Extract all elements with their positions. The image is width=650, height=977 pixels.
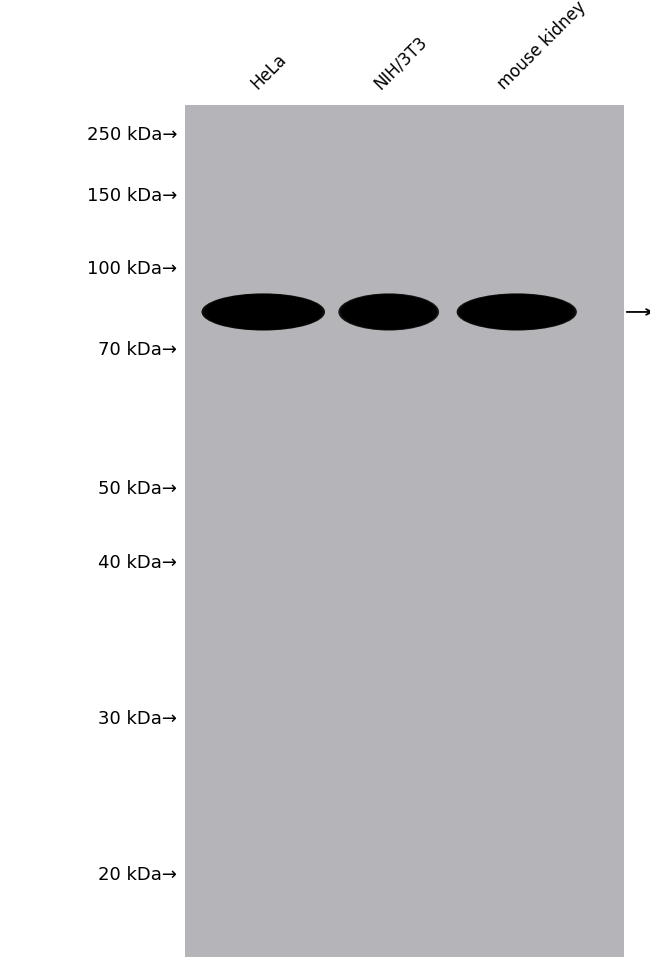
Text: 20 kDa→: 20 kDa→ bbox=[98, 866, 177, 883]
Ellipse shape bbox=[487, 303, 547, 322]
Text: mouse kidney: mouse kidney bbox=[494, 0, 590, 93]
Ellipse shape bbox=[355, 300, 422, 325]
Ellipse shape bbox=[348, 298, 429, 327]
Ellipse shape bbox=[370, 306, 407, 319]
Ellipse shape bbox=[367, 305, 411, 320]
Ellipse shape bbox=[233, 303, 294, 322]
Ellipse shape bbox=[358, 302, 419, 323]
Ellipse shape bbox=[342, 295, 436, 330]
Text: NIH/3T3: NIH/3T3 bbox=[370, 33, 431, 93]
Ellipse shape bbox=[456, 294, 577, 331]
Text: 100 kDa→: 100 kDa→ bbox=[87, 260, 177, 277]
Ellipse shape bbox=[203, 295, 323, 330]
Ellipse shape bbox=[240, 306, 286, 319]
Ellipse shape bbox=[471, 298, 563, 327]
Ellipse shape bbox=[374, 307, 404, 319]
Ellipse shape bbox=[220, 300, 307, 325]
Ellipse shape bbox=[467, 297, 567, 328]
Ellipse shape bbox=[362, 303, 415, 322]
Ellipse shape bbox=[230, 303, 296, 322]
Ellipse shape bbox=[461, 295, 573, 330]
Ellipse shape bbox=[237, 305, 290, 320]
Ellipse shape bbox=[207, 296, 318, 329]
Ellipse shape bbox=[491, 305, 543, 320]
Ellipse shape bbox=[493, 305, 541, 320]
Ellipse shape bbox=[465, 297, 569, 328]
Ellipse shape bbox=[474, 300, 559, 325]
Ellipse shape bbox=[235, 304, 292, 321]
Ellipse shape bbox=[343, 296, 434, 329]
Text: 250 kDa→: 250 kDa→ bbox=[87, 126, 177, 144]
Bar bbox=[185, 106, 624, 957]
Ellipse shape bbox=[363, 303, 414, 322]
Ellipse shape bbox=[216, 298, 311, 327]
Ellipse shape bbox=[239, 305, 288, 320]
Ellipse shape bbox=[476, 300, 557, 325]
Ellipse shape bbox=[459, 295, 575, 330]
Ellipse shape bbox=[499, 307, 535, 319]
Ellipse shape bbox=[212, 297, 315, 328]
Ellipse shape bbox=[352, 299, 426, 326]
Ellipse shape bbox=[469, 298, 565, 327]
Ellipse shape bbox=[365, 304, 412, 321]
Ellipse shape bbox=[360, 302, 417, 323]
Text: 70 kDa→: 70 kDa→ bbox=[98, 341, 177, 359]
Ellipse shape bbox=[345, 297, 432, 328]
Ellipse shape bbox=[478, 301, 555, 324]
Text: 30 kDa→: 30 kDa→ bbox=[98, 709, 177, 727]
Ellipse shape bbox=[242, 307, 284, 319]
Ellipse shape bbox=[226, 302, 300, 323]
Ellipse shape bbox=[202, 294, 325, 331]
Ellipse shape bbox=[340, 295, 437, 330]
Ellipse shape bbox=[357, 301, 421, 324]
Ellipse shape bbox=[485, 303, 549, 322]
Ellipse shape bbox=[350, 298, 427, 327]
Ellipse shape bbox=[346, 297, 431, 328]
Ellipse shape bbox=[247, 308, 280, 318]
Ellipse shape bbox=[369, 305, 409, 320]
Ellipse shape bbox=[228, 302, 298, 323]
Ellipse shape bbox=[222, 300, 304, 325]
Ellipse shape bbox=[372, 307, 406, 319]
Text: 50 kDa→: 50 kDa→ bbox=[98, 480, 177, 497]
Ellipse shape bbox=[354, 300, 424, 325]
Ellipse shape bbox=[210, 297, 317, 328]
Ellipse shape bbox=[495, 306, 539, 319]
Ellipse shape bbox=[338, 294, 439, 331]
Text: 150 kDa→: 150 kDa→ bbox=[87, 187, 177, 204]
Ellipse shape bbox=[214, 298, 313, 327]
Ellipse shape bbox=[489, 304, 545, 321]
Ellipse shape bbox=[205, 295, 321, 330]
Ellipse shape bbox=[483, 302, 551, 323]
Text: 40 kDa→: 40 kDa→ bbox=[98, 554, 177, 572]
Ellipse shape bbox=[481, 302, 552, 323]
Ellipse shape bbox=[244, 307, 281, 319]
Ellipse shape bbox=[497, 307, 537, 319]
Ellipse shape bbox=[473, 299, 561, 326]
Text: www.ptglab.com: www.ptglab.com bbox=[81, 475, 95, 590]
Ellipse shape bbox=[224, 301, 302, 324]
Text: HeLa: HeLa bbox=[247, 51, 290, 93]
Ellipse shape bbox=[218, 299, 309, 326]
Ellipse shape bbox=[463, 296, 571, 329]
